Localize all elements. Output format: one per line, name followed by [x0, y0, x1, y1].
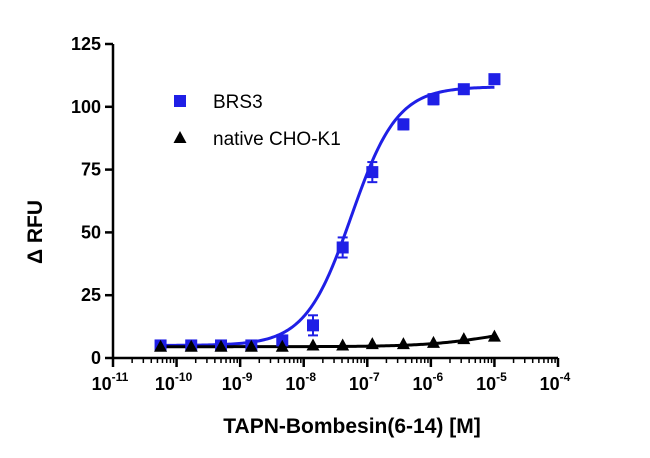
x-tick-label: 10-8	[285, 370, 316, 394]
fit-curves	[160, 85, 495, 349]
data-point-triangle	[336, 338, 350, 351]
legend-label: BRS3	[213, 92, 263, 113]
y-tick-label: 0	[91, 348, 101, 368]
fit-curve-square	[160, 85, 495, 347]
data-point-triangle	[426, 335, 440, 348]
x-axis: 10-11 10-10 10-9 10-8 10-7 10-6 10-5 10-4	[92, 356, 571, 394]
x-tick-label: 10-4	[540, 370, 571, 394]
data-point-triangle	[365, 337, 379, 350]
x-tick-label: 10-5	[476, 370, 507, 394]
y-tick-label: 25	[81, 285, 101, 305]
data-point-square	[336, 241, 349, 254]
x-tick-label: 10-6	[413, 370, 444, 394]
data-point-triangle	[275, 339, 289, 352]
data-point-square	[427, 93, 440, 106]
legend-marker-triangle	[173, 131, 187, 143]
data-point-triangle	[306, 338, 320, 351]
legend-marker-square	[174, 95, 186, 107]
y-tick-label: 100	[71, 97, 101, 117]
data-point-square	[397, 118, 410, 131]
data-point-square	[457, 83, 470, 96]
x-tick-label: 10-7	[349, 370, 380, 394]
y-axis: 0 25 50 75 100 125	[71, 34, 115, 368]
data-point-square	[366, 166, 379, 179]
data-point-triangle	[396, 337, 410, 350]
y-tick-label: 75	[81, 160, 101, 180]
x-axis-title: TAPN-Bombesin(6-14) [M]	[223, 415, 480, 438]
legend-label: native CHO-K1	[213, 129, 341, 150]
x-tick-label: 10-9	[222, 370, 253, 394]
data-point-triangle	[244, 339, 258, 352]
data-point-square	[307, 319, 320, 332]
y-tick-label: 125	[71, 34, 101, 54]
x-tick-label: 10-11	[92, 370, 129, 394]
data-point-triangle	[457, 332, 471, 345]
data-point-triangle	[214, 339, 228, 352]
y-axis-title: Δ RFU	[24, 200, 47, 264]
data-point-triangle	[154, 339, 168, 352]
data-point-triangle	[487, 329, 501, 342]
data-point-triangle	[184, 339, 198, 352]
y-tick-label: 50	[81, 222, 101, 242]
data-points	[154, 73, 501, 352]
data-point-square	[488, 73, 501, 86]
x-tick-label: 10-10	[155, 370, 193, 394]
legend: BRS3 native CHO-K1	[173, 92, 341, 150]
